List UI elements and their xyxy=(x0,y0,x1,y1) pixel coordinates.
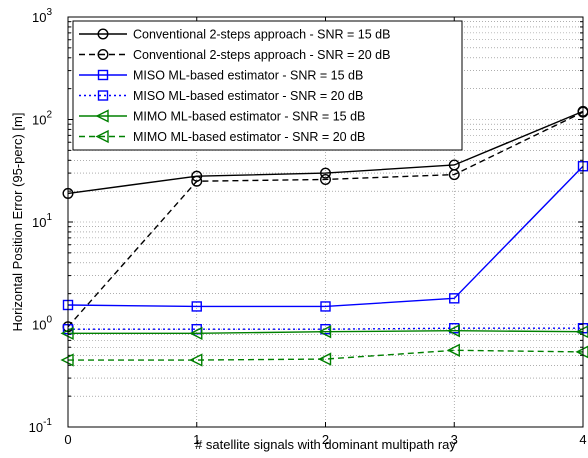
x-tick-label: 0 xyxy=(64,432,71,447)
triangle-marker xyxy=(95,129,109,144)
y-tick-label: 100 xyxy=(32,315,52,333)
x-tick-label: 1 xyxy=(193,432,200,447)
plot-area-frame xyxy=(67,16,584,428)
legend-entry: MISO ML-based estimator - SNR = 20 dB xyxy=(79,89,363,103)
legend-entry: MIMO ML-based estimator - SNR = 20 dB xyxy=(79,129,365,144)
legend-label: MISO ML-based estimator - SNR = 15 dB xyxy=(133,69,363,83)
legend: Conventional 2-steps approach - SNR = 15… xyxy=(72,20,463,151)
legend-box xyxy=(72,20,463,151)
legend-entry: Conventional 2-steps approach - SNR = 20… xyxy=(79,48,390,62)
series-line xyxy=(68,329,584,335)
circle-marker xyxy=(97,49,109,61)
legend-label: MISO ML-based estimator - SNR = 20 dB xyxy=(133,89,363,103)
square-marker xyxy=(449,293,460,304)
y-tick-label: 102 xyxy=(32,110,52,128)
y-axis-label: Horizontal Position Error (95-perc) [m] xyxy=(10,113,25,332)
series-line xyxy=(68,349,584,361)
x-tick-labels: 0 1 2 3 4 xyxy=(64,432,586,447)
triangle-marker xyxy=(317,352,332,366)
circle-marker xyxy=(97,28,109,40)
y-tick-label: 10-1 xyxy=(29,417,53,435)
circle-marker xyxy=(191,175,203,187)
triangle-marker xyxy=(189,353,203,367)
legend-label: Conventional 2-steps approach - SNR = 20… xyxy=(133,48,390,62)
legend-label: MIMO ML-based estimator - SNR = 15 dB xyxy=(133,110,365,124)
series-line xyxy=(67,165,584,308)
square-marker xyxy=(191,301,202,312)
legend-label: MIMO ML-based estimator - SNR = 20 dB xyxy=(133,130,365,144)
circle-marker xyxy=(448,169,460,181)
square-marker xyxy=(320,301,331,312)
y-tick-label: 101 xyxy=(32,212,52,230)
series-line xyxy=(68,327,583,330)
x-tick-label: 2 xyxy=(322,432,329,447)
circle-marker xyxy=(320,173,332,185)
circle-marker xyxy=(320,167,332,179)
series-line xyxy=(67,111,584,328)
y-tick-labels: 10-1 100 101 102 103 xyxy=(29,7,53,435)
triangle-marker xyxy=(95,109,109,123)
x-tick-label: 4 xyxy=(579,432,586,447)
x-tick-label: 3 xyxy=(451,432,458,447)
triangle-marker xyxy=(317,325,332,339)
square-marker xyxy=(97,90,109,101)
legend-label: Conventional 2-steps approach - SNR = 15… xyxy=(133,28,390,42)
triangle-marker xyxy=(446,324,460,338)
series-5 xyxy=(60,324,588,340)
square-marker xyxy=(97,69,109,81)
triangle-marker xyxy=(189,326,203,340)
y-tick-label: 103 xyxy=(32,7,52,25)
triangle-marker xyxy=(446,343,460,357)
x-axis-label: # satellite signals with dominant multip… xyxy=(195,437,456,452)
legend-entry: MIMO ML-based estimator - SNR = 15 dB xyxy=(79,109,365,124)
legend-entry: Conventional 2-steps approach - SNR = 15… xyxy=(79,28,390,42)
legend-entry: MISO ML-based estimator - SNR = 15 dB xyxy=(79,69,363,83)
series-line xyxy=(67,110,584,195)
